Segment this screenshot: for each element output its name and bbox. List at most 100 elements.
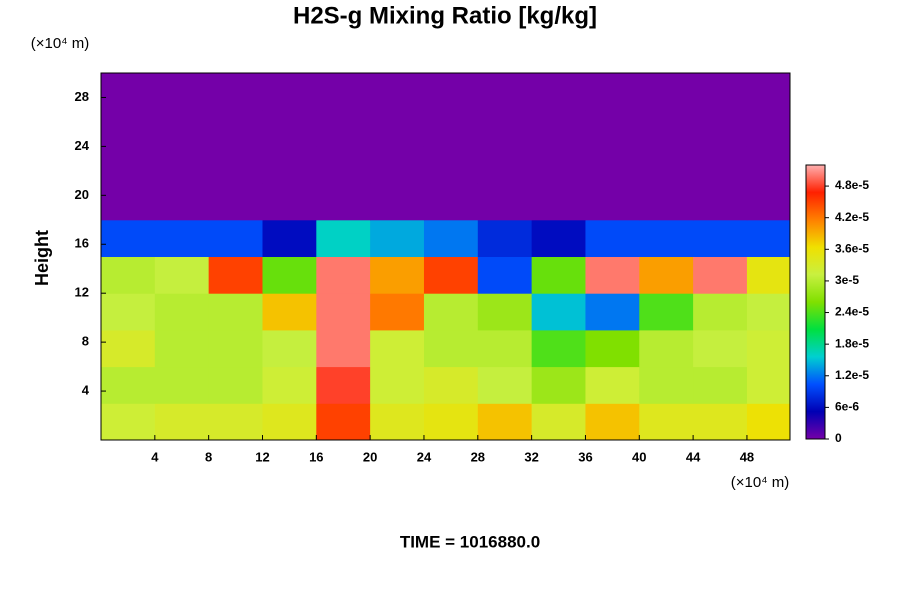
y-unit: (×10⁴ m) [31, 35, 90, 52]
heat-cell [262, 366, 317, 404]
heat-cell [746, 329, 791, 368]
heat-cell [262, 403, 317, 441]
heat-cell [585, 256, 640, 294]
heat-cell [531, 219, 586, 257]
heat-cell [746, 403, 791, 441]
colorbar-tick-label: 4.8e-5 [835, 178, 869, 192]
heat-cell [477, 146, 533, 184]
colorbar-tick-label: 3e-5 [835, 273, 859, 287]
heat-cell [639, 109, 694, 147]
heat-cell [208, 403, 263, 441]
heat-cell [101, 219, 156, 257]
heat-cell [693, 366, 748, 404]
heat-cell [208, 146, 263, 184]
heat-cell [370, 183, 425, 221]
heat-cell [208, 366, 263, 404]
heat-cell [316, 183, 371, 221]
heat-cell [639, 73, 694, 111]
heat-cell [370, 256, 425, 294]
colorbar-tick-label: 2.4e-5 [835, 305, 869, 319]
y-tick-label: 28 [75, 89, 89, 104]
heat-cell [423, 256, 479, 294]
heat-cell [262, 219, 317, 257]
heat-cell [101, 73, 156, 111]
heat-cell [639, 403, 694, 441]
heat-cell [639, 256, 694, 294]
heat-cell [423, 293, 479, 331]
heat-cell [262, 293, 317, 331]
heat-cell [101, 109, 156, 147]
heat-cell [746, 219, 791, 257]
heat-cell [423, 219, 479, 257]
heat-cell [154, 329, 210, 368]
heat-cell [746, 73, 791, 111]
heat-cell [585, 109, 640, 147]
chart-title: H2S-g Mixing Ratio [kg/kg] [293, 2, 597, 29]
heat-cell [585, 73, 640, 111]
heat-cell [101, 183, 156, 221]
heat-cell [477, 219, 533, 257]
heat-cell [423, 109, 479, 147]
heat-cell [477, 293, 533, 331]
heat-cell [262, 256, 317, 294]
heat-cell [316, 366, 371, 404]
heat-cell [316, 219, 371, 257]
heat-cell [639, 329, 694, 368]
heat-cell [531, 109, 586, 147]
heat-cell [477, 329, 533, 368]
heat-cell [423, 366, 479, 404]
heat-cell [746, 293, 791, 331]
heat-cell [585, 329, 640, 368]
heat-cell [316, 329, 371, 368]
heat-cell [477, 403, 533, 441]
heat-cell [693, 329, 748, 368]
x-unit: (×10⁴ m) [731, 474, 790, 491]
heat-cell [101, 146, 156, 184]
heat-cell [208, 183, 263, 221]
heat-cell [370, 109, 425, 147]
colorbar-tick-label: 4.2e-5 [835, 210, 869, 224]
heat-cell [477, 109, 533, 147]
heat-cell [746, 109, 791, 147]
heat-cell [693, 256, 748, 294]
heat-cell [423, 329, 479, 368]
heat-cell [262, 109, 317, 147]
heat-cell [262, 183, 317, 221]
colorbar-tick-label: 3.6e-5 [835, 241, 869, 255]
x-tick-label: 44 [686, 449, 701, 464]
x-tick-label: 16 [309, 449, 323, 464]
heat-cell [208, 73, 263, 111]
heat-cell [208, 219, 263, 257]
heat-cell [423, 73, 479, 111]
heat-cell [639, 366, 694, 404]
heat-cell [370, 329, 425, 368]
heat-cell [262, 329, 317, 368]
heat-cell [531, 256, 586, 294]
heat-cell [154, 403, 210, 441]
heat-cell [154, 109, 210, 147]
colorbar-tick-label: 6e-6 [835, 400, 859, 414]
colorbar [805, 164, 826, 440]
heat-cell [370, 219, 425, 257]
heat-cell [531, 403, 586, 441]
heat-cell [101, 403, 156, 441]
heat-cell [154, 146, 210, 184]
heat-cell [208, 256, 263, 294]
x-tick-label: 24 [417, 449, 432, 464]
heat-cell [154, 219, 210, 257]
x-tick-label: 40 [632, 449, 646, 464]
heat-cell [370, 146, 425, 184]
heat-cell [154, 366, 210, 404]
heat-cell [531, 73, 586, 111]
heat-cell [585, 183, 640, 221]
heat-cell [423, 146, 479, 184]
heat-cell [208, 329, 263, 368]
heat-cell [316, 403, 371, 441]
plot-frame [100, 72, 791, 441]
heat-cell [639, 183, 694, 221]
heat-cell [477, 256, 533, 294]
heat-cell [262, 73, 317, 111]
heat-cell [316, 293, 371, 331]
footer: TIME = 1016880.0 [400, 532, 540, 551]
